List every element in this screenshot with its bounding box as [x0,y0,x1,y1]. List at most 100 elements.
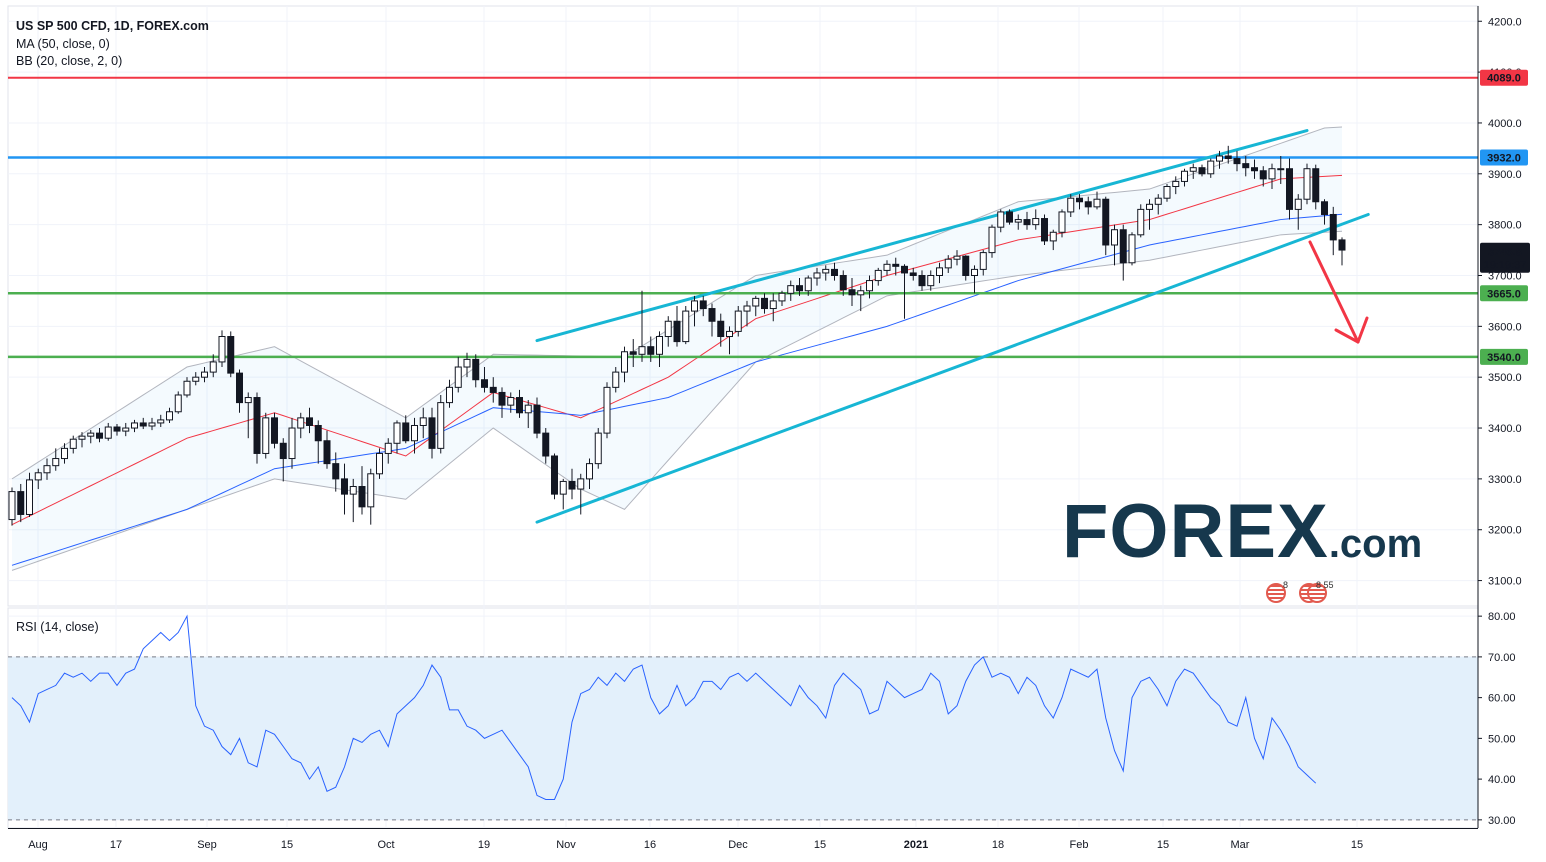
candle-body [1032,218,1040,226]
time-label-3: 15 [281,839,293,851]
candle-body [1268,168,1276,180]
time-label-0: Aug [28,839,48,851]
candle-body [122,427,130,432]
candle-body [1137,208,1145,236]
candle-body [367,473,375,508]
candle-35 [314,420,322,464]
candle-30 [271,412,278,449]
candle-125 [1102,196,1110,256]
trend-channel[interactable] [535,129,1370,524]
candle-114 [1006,209,1013,225]
candle-25 [227,331,235,378]
candle-70 [621,346,628,383]
candle-body [43,465,51,474]
candle-body [1338,239,1346,251]
level-tag-3 [1480,348,1528,365]
candle-body [743,305,751,312]
level-tag-1 [1480,149,1528,166]
candle-body [1233,158,1241,165]
candle-body [892,263,900,267]
candle-body [883,263,891,271]
candle-90 [796,278,803,296]
candle-body [1207,160,1215,175]
candle-0 [8,487,16,526]
candle-body [691,300,698,312]
candle-60 [533,397,541,439]
candle-81 [717,313,725,347]
legend-ma[interactable]: MA (50, close, 0) [16,37,110,51]
us-flag-icon[interactable] [1266,583,1286,603]
candle-19 [174,391,182,414]
candle-body [218,336,226,363]
candle-117 [1032,209,1040,230]
price-tick-label-0: 4200.0 [1488,16,1522,28]
candle-95 [839,270,847,296]
candle-body [148,422,156,427]
candles[interactable] [8,145,1346,526]
time-label-12: Feb [1070,839,1089,851]
candle-body [244,397,252,404]
candle-64 [568,468,576,500]
candle-147 [1294,194,1302,230]
candle-36 [323,430,331,469]
legend-symbol[interactable]: US SP 500 CFD, 1D, FOREX.com [16,19,209,33]
rsi-tick-label-0: 80.00 [1488,611,1516,623]
candle-body [1119,229,1127,264]
candle-146 [1286,158,1293,220]
candle-body [1198,167,1206,175]
candle-body [752,297,760,307]
candle-body [69,438,77,449]
candle-120 [1058,209,1066,238]
candle-103 [909,267,917,281]
candle-109 [962,255,970,281]
candle-body [874,269,882,282]
rsi-tick-label-2: 60.00 [1488,693,1516,705]
candle-body [52,458,60,467]
candle-body [1172,180,1180,188]
candle-69 [612,367,620,393]
down-arrow[interactable] [1308,240,1369,344]
candle-9 [87,430,95,444]
candle-body [1286,168,1293,210]
candle-body [78,435,86,440]
candle-body [717,320,725,338]
candle-1 [17,483,25,523]
candle-body [944,258,952,269]
legend-rsi[interactable]: RSI (14, close) [16,620,99,634]
candle-56 [498,387,506,418]
candle-body [131,422,138,429]
candle-122 [1076,194,1083,210]
last-price-text: 3746.8 [1488,247,1522,259]
candle-127 [1119,224,1127,281]
candle-92 [813,267,821,286]
bollinger-bands [11,126,1343,571]
candle-body [1014,219,1022,223]
candle-body [1128,234,1136,264]
time-label-13: 15 [1157,839,1169,851]
candle-112 [988,224,996,258]
candle-body [481,379,488,388]
price-tick-label-2: 4000.0 [1488,118,1522,130]
candle-148 [1303,163,1311,205]
candle-body [96,432,103,439]
level-tag-text-2: 3665.0 [1487,288,1521,300]
candle-body [332,463,340,480]
candle-123 [1084,196,1092,215]
level-lines[interactable] [8,76,1478,359]
candle-body [1058,211,1066,233]
candle-142 [1251,159,1258,179]
candle-87 [769,293,777,322]
us-flag-icon[interactable] [1307,583,1327,603]
candle-63 [559,478,567,510]
candle-62 [551,453,558,500]
candle-124 [1093,191,1101,210]
candle-133 [1172,176,1180,195]
time-label-1: 17 [110,839,122,851]
candle-50 [446,379,453,408]
candle-75 [664,316,672,347]
candle-body [1277,168,1285,171]
candle-51 [454,356,462,393]
legend-bb[interactable]: BB (20, close, 2, 0) [16,54,123,68]
